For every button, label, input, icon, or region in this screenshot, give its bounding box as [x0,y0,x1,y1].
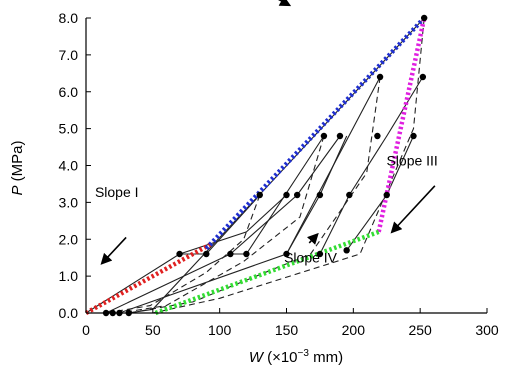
data-point [176,250,183,258]
data-point [316,250,324,258]
y-tick-label: 4.0 [59,158,79,174]
x-tick-label: 150 [275,322,299,338]
data-point [283,191,290,199]
data-point [376,73,384,81]
data-point [419,73,427,81]
annotation-label: Slope I [95,184,139,200]
y-ticks: 0.0 1.0 2.0 3.0 4.0 5.0 6.0 7.0 8.0 [59,10,91,321]
x-ticks: 0 50 100 150 200 250 300 [82,308,499,338]
annotation-arrow [100,236,127,265]
data-point [203,250,210,258]
y-tick-label: 8.0 [59,10,79,26]
data-point [316,191,324,199]
hysteresis-curves [85,17,425,314]
unloading-curve [105,194,261,314]
data-point [343,247,350,254]
data-point [243,250,250,258]
annotation-label: Slope IV [284,249,338,265]
data-point [346,191,353,199]
y-tick-label: 7.0 [59,47,79,63]
y-axis-title: P (MPa) [9,140,26,195]
x-tick-label: 200 [342,322,366,338]
slope-line [154,229,380,316]
x-tick-label: 100 [208,322,232,338]
x-tick-label: 50 [145,322,161,338]
y-tick-label: 6.0 [59,84,79,100]
slope-lines [84,16,427,316]
data-point [374,132,381,140]
x-axis-title: W (×10−3 mm) [249,348,343,366]
loading-curve [319,76,424,255]
data-point [256,191,263,199]
x-tick-label: 250 [408,322,432,338]
slope-line [84,240,215,315]
data-point [410,132,417,140]
data-point [383,191,390,199]
loading-curve [179,194,287,255]
annotation-arrow [277,0,292,7]
unloading-curve [152,17,425,314]
unloading-curve [119,135,325,314]
x-tick-label: 0 [82,322,90,338]
data-point [293,191,301,199]
data-point [227,250,234,258]
data-point [420,14,428,22]
data-point [320,132,328,140]
annotation-label: Slope III [386,153,437,169]
y-tick-label: 3.0 [59,194,79,210]
y-tick-label: 1.0 [59,268,79,284]
annotation-arrow [390,185,436,234]
x-tick-label: 300 [475,322,499,338]
y-tick-label: 5.0 [59,121,79,137]
y-tick-label: 0.0 [59,305,79,321]
data-point [283,250,290,258]
annotation-arrow [307,232,319,245]
slope-line [376,17,427,233]
loading-curve [128,17,425,314]
data-point [336,132,344,140]
y-tick-label: 2.0 [59,231,79,247]
unloading-curve [128,76,381,314]
